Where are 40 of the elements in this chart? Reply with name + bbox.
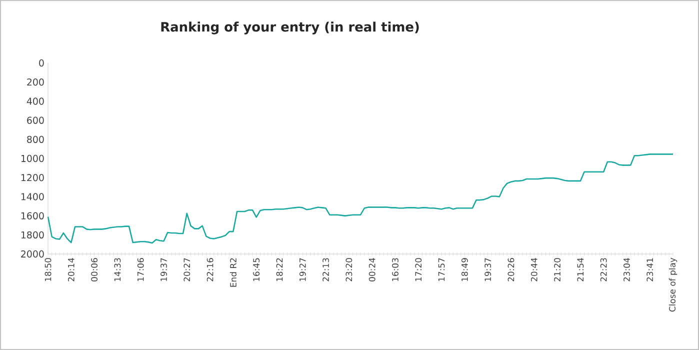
x-tick-label: Close of play <box>668 258 678 312</box>
y-tick-label: 800 <box>27 136 44 143</box>
y-tick-label: 600 <box>27 116 44 124</box>
x-tick-label: 20:27 <box>184 258 190 282</box>
y-tick-label: 1000 <box>21 154 44 162</box>
x-tick-label: 18:50 <box>44 258 52 281</box>
x-tick-label: 00:06 <box>91 258 98 282</box>
x-tick-label: 21:20 <box>554 258 560 282</box>
x-tick-label: End R2 <box>230 258 236 287</box>
x-tick-label: 18:22 <box>276 258 283 281</box>
x-tick-label: 22:23 <box>600 258 607 282</box>
x-tick-label: 16:03 <box>392 258 398 281</box>
x-tick-label: 17:20 <box>415 258 422 281</box>
x-tick-label: 17:57 <box>438 258 445 281</box>
y-tick-label: 1600 <box>21 212 44 220</box>
y-tick-label: 1800 <box>21 231 44 238</box>
chart-title: Ranking of your entry (in real time) <box>161 22 419 34</box>
x-tick-label: 19:27 <box>299 258 306 281</box>
x-tick-label: 20:44 <box>530 258 538 282</box>
x-tick-label: 17:06 <box>137 258 144 281</box>
x-tick-label: 18:49 <box>461 258 468 281</box>
x-tick-label: 00:24 <box>368 258 376 282</box>
x-tick-label: 23:41 <box>646 258 654 282</box>
y-tick-label: 0 <box>39 59 44 67</box>
x-tick-label: 19:37 <box>160 258 167 281</box>
x-tick-label: 21:54 <box>577 258 584 282</box>
x-tick-label: 22:16 <box>206 258 214 282</box>
x-tick-label: 20:14 <box>68 258 74 282</box>
y-tick-label: 200 <box>27 78 44 86</box>
x-tick-label: 22:13 <box>322 258 329 282</box>
x-tick-label: 19:37 <box>484 258 492 281</box>
x-tick-label: 23:20 <box>346 258 352 282</box>
x-tick-label: 16:45 <box>253 258 260 281</box>
x-tick-label: 14:33 <box>114 258 121 281</box>
y-tick-label: 1400 <box>21 193 44 200</box>
y-tick-label: 1200 <box>21 174 44 182</box>
y-tick-label: 2000 <box>21 250 44 258</box>
x-tick-label: 23:04 <box>624 258 630 282</box>
y-tick-label: 400 <box>26 98 44 105</box>
x-tick-label: 20:26 <box>508 258 514 282</box>
